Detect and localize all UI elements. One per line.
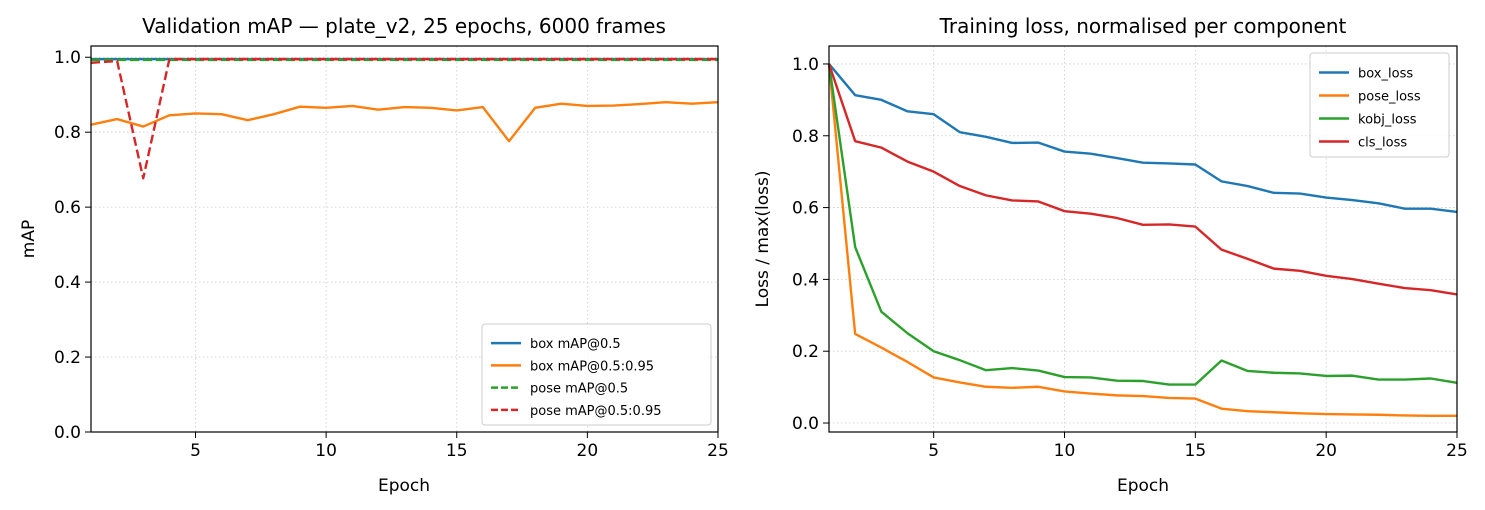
ticks: 5 10 15 20 25 0.0 0.2 0.4 0.6 0.8 1.0 xyxy=(54,48,729,461)
y-axis-label: mAP xyxy=(19,220,39,258)
x-tick-label: 20 xyxy=(577,441,599,461)
legend-label: box mAP@0.5:0.95 xyxy=(530,359,654,374)
ticks: 5 10 15 20 25 0.0 0.2 0.4 0.6 0.8 1.0 xyxy=(792,55,1468,461)
legend: box mAP@0.5 box mAP@0.5:0.95 pose mAP@0.5 p… xyxy=(481,323,712,426)
y-tick-label: 0.6 xyxy=(54,198,81,218)
y-tick-label: 0.0 xyxy=(792,414,819,434)
y-tick-label: 0.6 xyxy=(792,199,819,219)
legend-label: pose mAP@0.5 xyxy=(530,382,628,397)
y-tick-label: 1.0 xyxy=(54,48,81,68)
legend-label: box_loss xyxy=(1358,67,1413,82)
x-tick-label: 25 xyxy=(707,441,729,461)
x-tick-label: 5 xyxy=(190,441,201,461)
chart-title: Validation mAP — plate_v2, 25 epochs, 60… xyxy=(142,14,666,38)
plot-lines xyxy=(827,63,1458,418)
series-line xyxy=(90,101,719,143)
chart-training-loss: Training loss, normalised per component … xyxy=(753,14,1468,496)
legend-box xyxy=(1309,52,1450,158)
series-line xyxy=(827,63,1458,386)
chart-validation-map: Validation mAP — plate_v2, 25 epochs, 60… xyxy=(19,14,729,496)
legend-box xyxy=(481,323,712,426)
y-tick-label: 0.8 xyxy=(54,123,81,143)
plot-frame xyxy=(90,45,719,433)
x-tick-label: 10 xyxy=(315,441,337,461)
legend-label: pose_loss xyxy=(1358,90,1421,105)
x-tick-label: 20 xyxy=(1315,441,1337,461)
series-line xyxy=(827,63,1457,418)
x-axis-label: Epoch xyxy=(1117,476,1169,496)
series-line xyxy=(828,63,1458,214)
chart-title: Training loss, normalised per component xyxy=(939,14,1347,38)
legend-label: cls_loss xyxy=(1358,136,1407,151)
x-tick-label: 5 xyxy=(928,441,939,461)
y-tick-label: 0.4 xyxy=(792,270,819,290)
plot-frame xyxy=(828,45,1458,433)
x-tick-label: 25 xyxy=(1446,441,1468,461)
y-tick-label: 0.0 xyxy=(54,423,81,443)
series-line xyxy=(90,57,718,180)
x-tick-label: 10 xyxy=(1054,441,1076,461)
legend-label: pose mAP@0.5:0.95 xyxy=(530,404,662,419)
legend-label: kobj_loss xyxy=(1358,113,1417,128)
legend-label: box mAP@0.5 xyxy=(530,337,621,352)
x-tick-label: 15 xyxy=(446,441,468,461)
y-tick-label: 0.2 xyxy=(792,342,819,362)
y-tick-label: 1.0 xyxy=(792,55,819,75)
y-axis-label: Loss / max(loss) xyxy=(753,171,773,308)
plot-lines xyxy=(90,57,719,180)
y-tick-label: 0.2 xyxy=(54,348,81,368)
x-axis-label: Epoch xyxy=(378,476,430,496)
x-tick-label: 15 xyxy=(1185,441,1207,461)
series-line xyxy=(827,63,1458,296)
legend: box_loss pose_loss kobj_loss cls_loss xyxy=(1309,52,1450,158)
y-tick-label: 0.8 xyxy=(792,127,819,147)
y-tick-label: 0.4 xyxy=(54,273,81,293)
